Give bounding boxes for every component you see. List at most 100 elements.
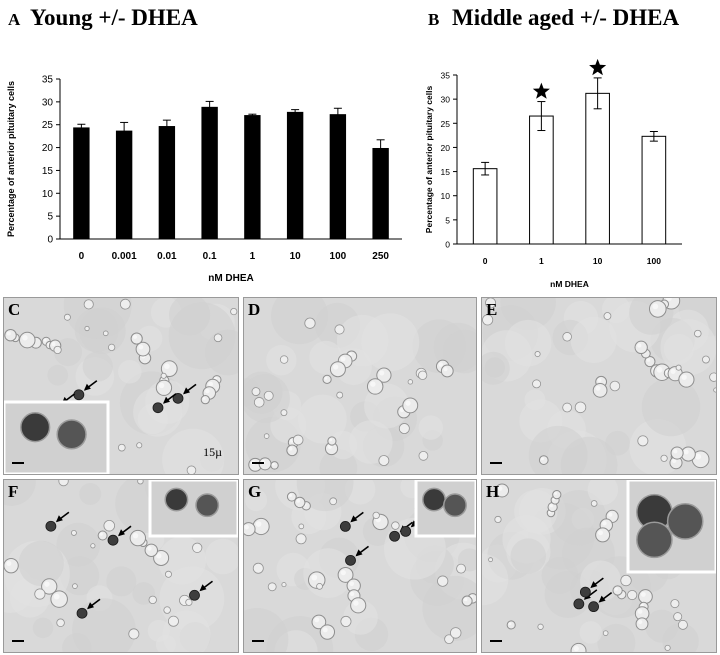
small-cell [298,523,305,530]
cell-highlight [340,570,346,576]
cell-highlight [156,553,162,559]
inset-cell [164,487,189,512]
small-cell [482,314,494,326]
small-cell [444,634,454,644]
bar-0.01 [158,126,176,240]
cell [18,331,36,349]
bar-10 [585,92,610,245]
inset-cell [443,493,467,518]
cell-highlight [133,334,137,339]
small-cell [56,618,65,628]
cell-highlight [595,385,601,391]
x-tick-label: 1 [539,256,544,266]
cell-highlight [53,593,60,600]
small-cell [83,299,94,310]
cell-highlight [132,533,139,539]
cell-highlight [208,381,214,387]
small-cell [620,574,632,587]
small-cell [378,455,390,466]
small-cell [136,442,143,449]
cell-highlight [43,338,47,342]
background-texture [442,329,476,374]
background-texture [422,575,476,641]
small-cell [263,433,270,439]
cell-highlight [22,335,28,341]
x-axis-label: nM DHEA [550,279,589,289]
stained-cell [189,589,200,601]
cell [270,461,279,470]
y-tick-label: 15 [42,166,54,177]
cell [350,597,367,614]
small-cell [163,606,171,614]
cell [286,444,298,457]
cell-highlight [322,627,328,633]
small-cell [329,497,338,506]
cell [506,620,516,630]
cell [638,589,653,604]
cell [4,328,17,342]
micrograph-h-letter: H [486,482,500,501]
small-cell [532,379,542,389]
y-axis-label: Percentage of anterior pituitary cells [424,86,434,234]
panel-b-letter: B [428,10,440,29]
cell [97,530,108,541]
background-texture [361,313,420,372]
cell-highlight [656,366,663,373]
background-texture [484,357,506,378]
cell-highlight [640,592,646,597]
micrograph-d-letter: D [248,300,261,319]
background-texture [560,436,618,474]
inset-cell [56,419,87,450]
cell [461,595,473,607]
micrograph-f: F [3,479,239,653]
cell [592,382,608,398]
small-cell [660,454,668,462]
small-cell [494,515,502,524]
cell [155,379,173,396]
cell-highlight [672,458,677,464]
small-cell [702,355,710,364]
micrograph-h: H [481,479,717,653]
cell-highlight [695,453,702,460]
background-texture [570,316,617,363]
small-cell [137,480,144,485]
cell-highlight [637,609,643,614]
cell-highlight [205,388,210,394]
arrow-head [355,549,363,557]
bar-250 [372,147,389,240]
cell-highlight [540,457,544,461]
cell-highlight [463,597,468,602]
cell-highlight [497,486,503,491]
cell [612,585,623,596]
arrow-head [350,515,358,523]
cell-highlight [244,524,249,530]
arrow-head [183,387,191,395]
cell-highlight [329,438,333,442]
background-texture [662,623,699,652]
cell-highlight [683,449,689,455]
background-texture [296,480,354,512]
small-cell [164,570,172,578]
cell [286,491,297,502]
background-texture [60,556,100,596]
small-cell [279,355,289,364]
x-tick-label: 1 [250,251,256,262]
micrograph-image [4,480,238,652]
background-texture [271,298,329,345]
bar-1 [244,115,261,240]
small-cell [562,332,572,342]
small-cell [590,500,598,507]
cell-highlight [379,370,385,376]
background-texture [504,319,552,367]
cell-highlight [637,343,642,348]
small-cell [675,364,682,371]
inset-cell [20,412,51,443]
stained-cell [400,525,412,537]
cell-highlight [324,376,328,380]
micrograph-e-letter: E [486,300,498,319]
background-texture [63,298,132,340]
small-cell [84,325,90,332]
cell-highlight [138,344,144,350]
background-texture [510,538,547,574]
cell [538,455,549,465]
